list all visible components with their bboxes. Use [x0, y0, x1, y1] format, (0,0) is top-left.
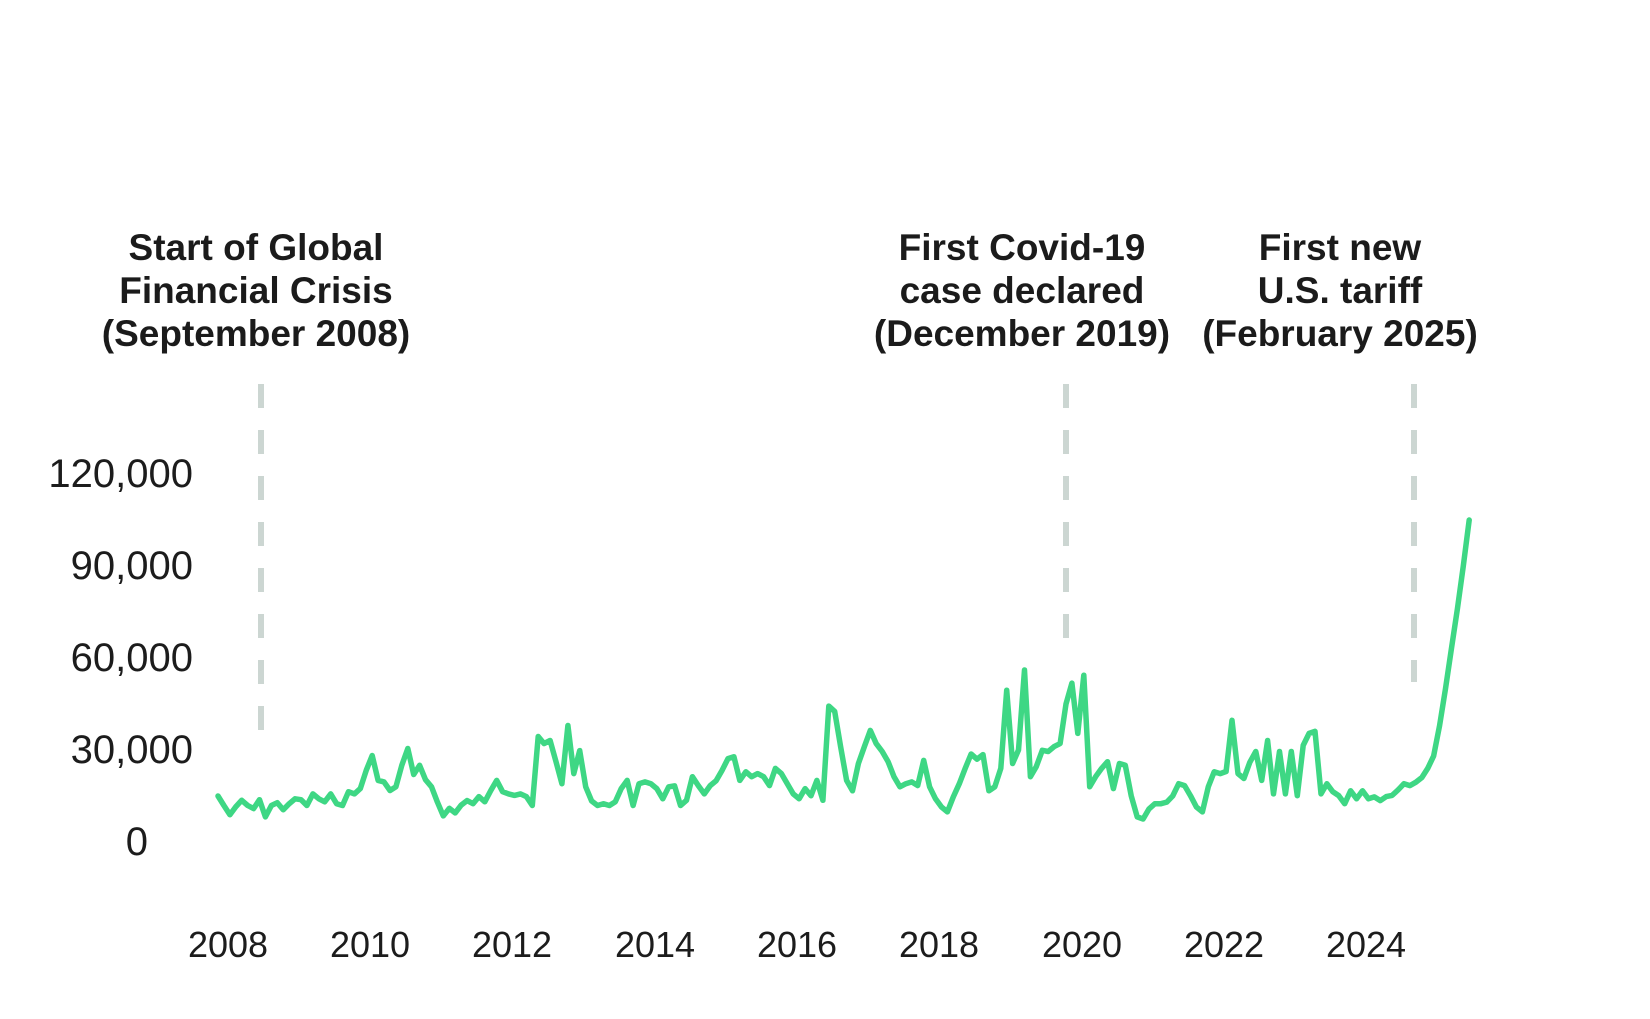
x-axis-label-2018: 2018: [898, 924, 980, 965]
annotation-financial-crisis: Start of Global Financial Crisis (Septem…: [86, 226, 426, 355]
annotation-line: U.S. tariff: [1257, 270, 1423, 311]
annotation-line: First Covid-19: [898, 227, 1146, 268]
y-axis-label-90000: 90,000: [70, 544, 193, 588]
y-axis-label-0: 0: [125, 820, 148, 864]
annotation-line: First new: [1258, 227, 1422, 268]
annotation-tariff: First new U.S. tariff (February 2025): [1170, 226, 1510, 355]
annotation-line: (February 2025): [1202, 313, 1478, 354]
x-axis-label-2022: 2022: [1183, 924, 1265, 965]
annotation-line: (September 2008): [101, 313, 411, 354]
x-axis-label-2014: 2014: [614, 924, 696, 965]
y-axis-label-120000: 120,000: [48, 452, 193, 496]
x-axis-label-2008: 2008: [187, 924, 269, 965]
x-axis-label-2016: 2016: [756, 924, 838, 965]
annotation-covid: First Covid-19 case declared (December 2…: [852, 226, 1192, 355]
data-line: [215, 517, 1472, 822]
annotation-line: Financial Crisis: [119, 270, 393, 311]
x-axis-label-2012: 2012: [471, 924, 553, 965]
annotation-line: Start of Global: [128, 227, 384, 268]
annotation-line: case declared: [899, 270, 1145, 311]
x-axis-label-2010: 2010: [329, 924, 411, 965]
x-axis-label-2024: 2024: [1325, 924, 1407, 965]
x-axis-label-2020: 2020: [1041, 924, 1123, 965]
annotation-line: (December 2019): [873, 313, 1171, 354]
y-axis-label-30000: 30,000: [70, 728, 193, 772]
y-axis-label-60000: 60,000: [70, 636, 193, 680]
